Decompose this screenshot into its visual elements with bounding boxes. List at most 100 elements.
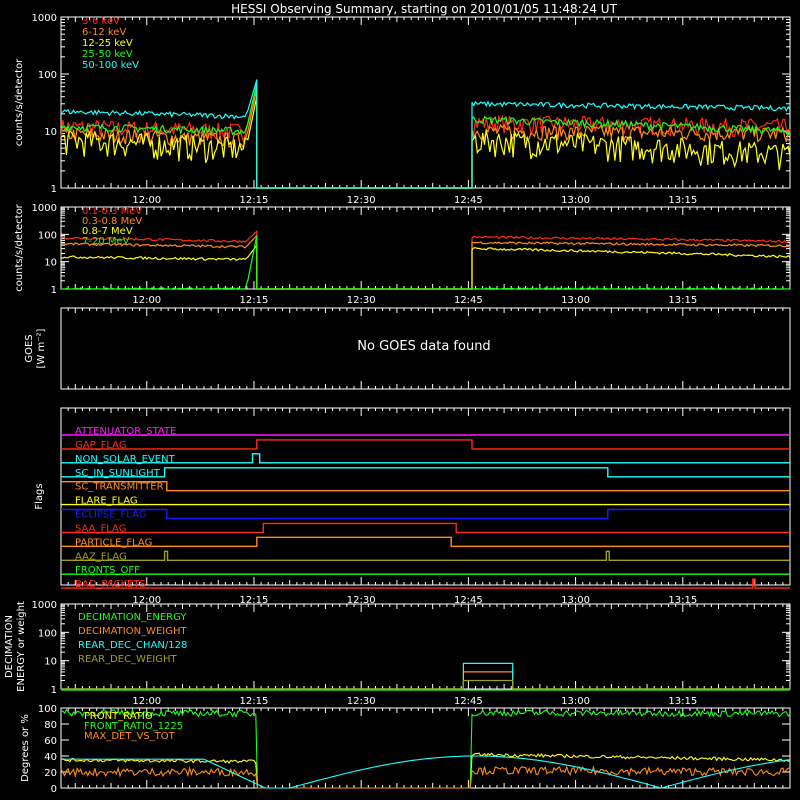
panel-counts_high: 12:00 12:15 12:30 12:45 13:00 13:15 1 10 100 1000… bbox=[14, 203, 791, 306]
panel-counts_low: 12:00 12:15 12:30 12:45 13:00 13:15 1 10 100 1000… bbox=[14, 13, 791, 206]
flag-line bbox=[61, 453, 790, 464]
counts_low-series-line bbox=[60, 96, 791, 189]
counts_low-xtick-label: 12:15 bbox=[240, 195, 269, 206]
ratios-legend-entry: FRONT_RATIO_1225 bbox=[84, 721, 183, 732]
flag-label: GAP_FLAG bbox=[75, 440, 127, 451]
decimation-xtick-label: 12:00 bbox=[132, 696, 161, 707]
flag-label: SC_IN_SUNLIGHT bbox=[75, 468, 161, 479]
goes-unit-ylabel: [W m⁻²] bbox=[36, 328, 47, 368]
counts_low-legend-entry: 50-100 keV bbox=[82, 60, 139, 71]
counts_high-ytick-label: 1000 bbox=[32, 203, 57, 214]
flag-label: NON_SOLAR_EVENT bbox=[75, 454, 176, 465]
ratios-ytick-label: 20 bbox=[44, 768, 57, 779]
decimation-ytick-label: 1000 bbox=[32, 600, 57, 611]
flag-label: BAD_PACKETS bbox=[75, 579, 146, 590]
counts_high-ytick-label: 1 bbox=[51, 285, 57, 296]
decimation-ytick-label: 10 bbox=[44, 657, 57, 668]
panel-goes: GOES [W m⁻²] No GOES data found bbox=[24, 307, 791, 390]
decimation-legend-entry: DECIMATION_ENERGY bbox=[78, 612, 187, 623]
flag-line bbox=[61, 536, 790, 547]
flags-xtick-label: 13:00 bbox=[561, 595, 590, 606]
ratios-legend-entry: FRONT_RATIO bbox=[84, 711, 153, 722]
flag-line bbox=[61, 467, 790, 478]
flag-line bbox=[61, 439, 790, 450]
counts_low-ytick-label: 1 bbox=[51, 184, 57, 195]
counts_low-xtick-label: 12:30 bbox=[347, 195, 376, 206]
decimation-xtick-label: 12:30 bbox=[347, 696, 376, 707]
panel-decimation: 12:00 12:15 12:30 12:45 13:00 13:15 1 10 100 1000… bbox=[4, 600, 791, 707]
goes-no-data-message: No GOES data found bbox=[357, 339, 490, 354]
ratios-ylabel: Degrees or % bbox=[20, 714, 31, 782]
counts_high-ylabel: counts/s/detector bbox=[14, 203, 25, 291]
flag-label: AAZ_FLAG bbox=[75, 551, 127, 562]
counts_high-legend-entry: 0.3-0.8 MeV bbox=[82, 216, 142, 227]
ratios-ytick-label: 40 bbox=[44, 752, 57, 763]
panel-flags: 12:00 12:15 12:30 12:45 13:00 13:15 Flags ATTEN… bbox=[34, 407, 791, 606]
counts_low-ytick-label: 10 bbox=[44, 127, 57, 138]
counts_low-series-line bbox=[60, 82, 791, 189]
panels-group: 12:00 12:15 12:30 12:45 13:00 13:151101001000… bbox=[4, 13, 791, 795]
counts_high-xtick-label: 13:15 bbox=[668, 295, 697, 306]
decimation-xtick-label: 12:15 bbox=[240, 696, 269, 707]
flag-label: SAA_FLAG bbox=[75, 523, 126, 534]
counts_low-legend-entry: 6-12 keV bbox=[82, 27, 126, 38]
flag-line bbox=[61, 578, 790, 589]
counts_high-series-line bbox=[60, 229, 791, 290]
counts_low-legend-entry: 25-50 keV bbox=[82, 49, 133, 60]
counts_high-series-line bbox=[61, 235, 791, 290]
counts_low-xtick-label: 12:45 bbox=[454, 195, 483, 206]
counts_high-xtick-label: 12:15 bbox=[240, 295, 269, 306]
decimation-legend-entry: REAR_DEC_CHAN/128 bbox=[78, 640, 187, 651]
flag-line bbox=[61, 508, 790, 520]
counts_low-xtick-label: 13:15 bbox=[668, 195, 697, 206]
counts_high-xtick-label: 12:45 bbox=[454, 295, 483, 306]
decimation-xtick-label: 13:00 bbox=[561, 696, 590, 707]
flags-xtick-label: 12:00 bbox=[132, 595, 161, 606]
counts_high-xtick-label: 13:00 bbox=[561, 295, 590, 306]
counts_low-series-line bbox=[60, 79, 791, 189]
flag-label: ATTENUATOR_STATE bbox=[75, 426, 176, 437]
flags-xtick-label: 12:15 bbox=[240, 595, 269, 606]
ratio-series-line bbox=[61, 755, 791, 789]
flags-xtick-label: 12:30 bbox=[347, 595, 376, 606]
ratios-ytick-label: 0 bbox=[51, 784, 57, 795]
figure-title: HESSI Observing Summary, starting on 201… bbox=[231, 2, 617, 16]
decimation-ytick-label: 100 bbox=[38, 628, 57, 639]
decimation-xtick-label: 12:45 bbox=[454, 696, 483, 707]
counts_low-ylabel: counts/s/detector bbox=[14, 58, 25, 146]
goes-ylabel: GOES bbox=[24, 334, 35, 362]
decimation-xtick-label: 13:15 bbox=[668, 696, 697, 707]
counts_low-ytick-label: 100 bbox=[38, 70, 57, 81]
flags-ylabel: Flags bbox=[34, 483, 45, 509]
flags-xtick-label: 13:15 bbox=[668, 595, 697, 606]
decimation-ylabel: DECIMATION bbox=[4, 615, 15, 678]
ratio-series-line bbox=[60, 765, 791, 789]
counts_low-ytick-label: 1000 bbox=[32, 13, 57, 24]
flag-label: ECLIPSE_FLAG bbox=[75, 510, 146, 521]
flags-xtick-label: 12:45 bbox=[454, 595, 483, 606]
flag-line bbox=[61, 550, 790, 561]
flag-label: PARTICLE_FLAG bbox=[75, 537, 152, 548]
counts_low-legend-entry: 12-25 keV bbox=[82, 38, 133, 49]
counts_high-series-line bbox=[60, 243, 791, 290]
counts_high-ytick-label: 100 bbox=[38, 230, 57, 241]
flag-label: SC_TRANSMITTER bbox=[75, 482, 164, 493]
panel-ratios: 0 20 40 60 80 100 Degrees or % FRONT_RATIOFRONT… bbox=[20, 704, 791, 795]
counts_high-xtick-label: 12:00 bbox=[132, 295, 161, 306]
decimation-series-line bbox=[61, 679, 790, 690]
decimation-2-ylabel: ENERGY or weight bbox=[16, 601, 27, 692]
counts_low-legend-entry: 3-6 keV bbox=[82, 16, 120, 27]
ratios-ytick-label: 80 bbox=[44, 720, 57, 731]
ratios-ytick-label: 100 bbox=[38, 704, 57, 715]
flag-label: FLARE_FLAG bbox=[75, 496, 138, 507]
decimation-legend-entry: DECIMATION_WEIGHT bbox=[78, 626, 187, 637]
counts_high-legend-entry: 0.8-7 MeV bbox=[82, 226, 133, 237]
counts_high-legend-entry: 7-20 MeV bbox=[82, 236, 130, 247]
ratios-ytick-label: 60 bbox=[44, 736, 57, 747]
flag-line bbox=[61, 522, 790, 534]
ratios-legend-entry: MAX_DET_VS_TOT bbox=[84, 731, 176, 742]
decimation-ytick-label: 1 bbox=[51, 685, 57, 696]
counts_high-xtick-label: 12:30 bbox=[347, 295, 376, 306]
